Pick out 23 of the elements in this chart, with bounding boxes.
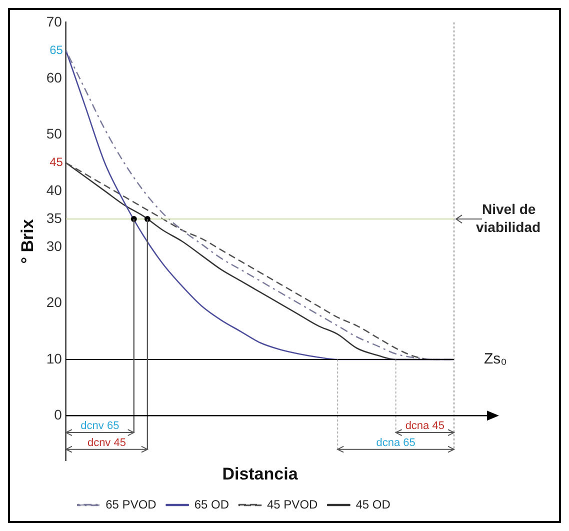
legend-label: 65 OD	[194, 497, 230, 512]
ref-line-label: Nivel de viabilidad	[476, 200, 541, 235]
text: 65	[50, 42, 64, 57]
ref-line-label: Zs₀	[484, 350, 507, 368]
y-tick-label: 40	[46, 182, 62, 198]
y-tick-label: 10	[46, 350, 62, 366]
y-axis-title: ° Brix	[18, 218, 37, 264]
y-tick-label: 0	[54, 406, 62, 423]
y-tick-label: 20	[46, 294, 62, 310]
legend-label: 65 PVOD	[106, 497, 157, 512]
y-tick-label: 35	[46, 210, 62, 226]
y-tick-label: 70	[46, 13, 62, 30]
text: 45	[50, 155, 64, 170]
y-tick-label: 50	[46, 126, 62, 142]
legend-label: 45 PVOD	[267, 497, 318, 512]
annotation: dcna 65	[376, 436, 416, 449]
annotation: dcnv 65	[80, 420, 120, 432]
x-axis-title: Distancia	[222, 464, 298, 484]
y-tick-label: 60	[46, 69, 62, 86]
annotation: dcnv 45	[87, 436, 126, 449]
legend-label: 45 OD	[356, 497, 391, 512]
y-tick-label: 30	[46, 238, 62, 254]
annotation: dcna 45	[405, 420, 444, 432]
